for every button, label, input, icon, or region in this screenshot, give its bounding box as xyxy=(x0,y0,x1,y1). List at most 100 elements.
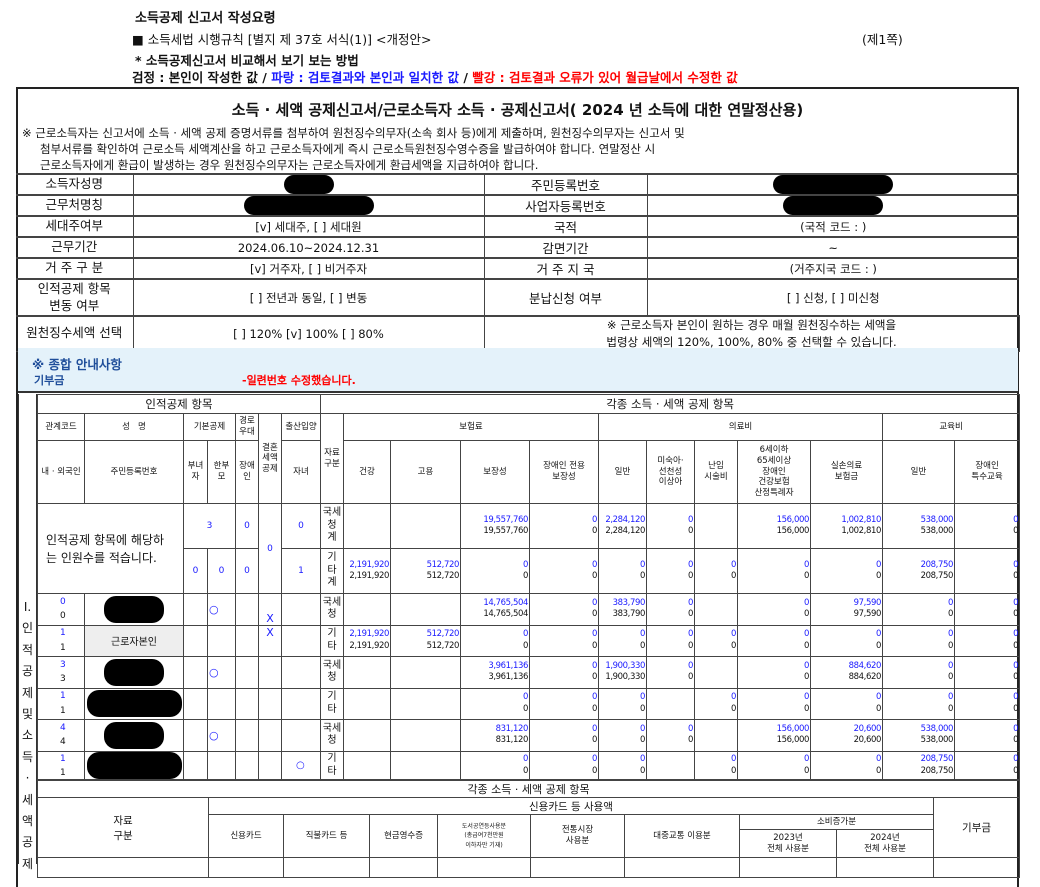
submitted-amount: 2,191,920 xyxy=(349,571,389,581)
flag-woman xyxy=(183,624,208,657)
card-header-donation: 기부금 xyxy=(932,797,1021,858)
info-row: 세대주여부 [v] 세대주, [ ] 세대원 국적 (국적 코드 : ) xyxy=(16,215,1019,238)
person-name xyxy=(84,687,184,720)
info-value: [ ] 120% [v] 100% [ ] 80% xyxy=(133,315,485,352)
card-header-credit: 신용카드 xyxy=(208,814,284,858)
submitted-amount: 0 xyxy=(803,703,809,714)
flag-child xyxy=(281,687,321,720)
amount-cell xyxy=(646,750,695,782)
header-nationality: 내 · 외국인 xyxy=(37,440,85,504)
amount-cell xyxy=(646,687,695,720)
submitted-amount: 156,000 xyxy=(776,526,810,536)
header-birth-adoption: 출산입양 xyxy=(281,413,321,441)
flag-woman xyxy=(183,719,208,752)
flag-child xyxy=(281,719,321,752)
form-title: 소득 · 세액 공제신고서/근로소득자 소득 · 공제신고서( 2024 년 소… xyxy=(231,101,804,119)
reviewed-amount: 512,720 xyxy=(426,559,460,570)
side-label-char: 적 xyxy=(21,642,34,657)
flag-disabled xyxy=(235,656,259,689)
side-label-char: · xyxy=(25,771,30,786)
reviewed-amount: 156,000 xyxy=(776,514,810,525)
amount-cell: 97,590 97,590 xyxy=(810,593,883,626)
source-label: 국세 청 xyxy=(320,719,344,752)
info-label: 감면기간 xyxy=(484,236,648,259)
flag-child: ○ xyxy=(281,750,321,782)
person-row: 3 3 ○ 국세 청 3,961,136 3,961,136 0 0 1,900,330 1,90… xyxy=(37,656,1021,689)
reviewed-amount: 0 xyxy=(639,629,645,640)
reviewed-amount: 0 xyxy=(591,514,597,525)
flag-woman xyxy=(183,750,208,782)
submitted-amount: 0 xyxy=(1013,735,1019,746)
redacted-name xyxy=(104,658,164,686)
person-row: 4 4 ○ 국세 청 831,120 831,120 0 0 0 0 0 0 156,000 156,00… xyxy=(37,719,1021,752)
info-value: (국적 코드 : ) xyxy=(647,215,1019,238)
reviewed-amount: 0 xyxy=(947,629,953,640)
reviewed-amount: 1,002,810 xyxy=(841,514,881,525)
side-label-char: 인 xyxy=(21,621,34,636)
amount-cell xyxy=(343,656,391,689)
header-col-6: 난임 시술비 xyxy=(694,440,738,504)
amount-cell: 156,000 156,000 xyxy=(737,719,811,752)
submitted-amount: 0 xyxy=(687,640,693,651)
reviewed-amount: 0 xyxy=(803,754,809,765)
flag-single-parent xyxy=(207,624,236,657)
doc-title: 소득공제 신고서 작성요령 xyxy=(135,11,276,26)
reviewed-amount: 0 xyxy=(730,629,736,640)
card-cell xyxy=(369,857,438,878)
header-relation-code: 관계코드 xyxy=(37,413,85,441)
taxpayer-info-table: 소득자성명 주민등록번호 근무처명칭 사업자등록번호 세대주여부 [v] 세대주, [ ]… xyxy=(16,173,1020,352)
reviewed-amount: 1,900,330 xyxy=(605,660,645,671)
info-value xyxy=(647,173,1019,196)
redacted-value xyxy=(283,175,334,194)
reviewed-amount: 884,620 xyxy=(848,660,882,671)
amount-cell xyxy=(390,656,461,689)
info-row: 근무처명칭 사업자등록번호 xyxy=(16,194,1019,217)
card-header-group: 신용카드 등 사용액 xyxy=(208,797,934,815)
flag-woman xyxy=(183,656,208,689)
header-col-7: 6세이하 65세이상 장애인 건강보험 산정특례자 xyxy=(737,440,811,504)
submitted-amount: 512,720 xyxy=(426,640,460,651)
reviewed-amount: 2,284,120 xyxy=(605,514,645,525)
section-side-label: I. 인 적 공 제 및 소 득 · 세 액 공 제 xyxy=(18,394,37,871)
submitted-amount: 0 xyxy=(803,640,809,651)
submitted-amount: 0 xyxy=(1013,672,1019,683)
reviewed-amount: 0 xyxy=(1013,692,1019,703)
submitted-amount: 0 xyxy=(522,640,528,651)
source-label: 기 타 xyxy=(320,624,344,657)
amount-cell: 538,000 538,000 xyxy=(882,719,955,752)
header-col-10: 장애인 특수교육 xyxy=(953,440,1021,504)
submitted-amount: 0 xyxy=(591,640,597,651)
card-header-2023: 2023년 전체 사용분 xyxy=(739,829,837,858)
reviewed-amount: 3,961,136 xyxy=(488,660,528,671)
reviewed-amount: 383,790 xyxy=(612,597,646,608)
card-cell xyxy=(283,857,370,878)
reviewed-amount: 0 xyxy=(947,692,953,703)
reviewed-amount: 156,000 xyxy=(776,723,810,734)
guide-item-message: -일련번호 수정했습니다. xyxy=(242,374,356,387)
marriage-flag xyxy=(258,687,282,720)
submitted-amount: 0 xyxy=(730,703,736,714)
reviewed-amount: 0 xyxy=(591,692,597,703)
info-row: 거 주 구 분 [v] 거주자, [ ] 비거주자 거 주 지 국 (거주지국 코드 … xyxy=(16,257,1019,280)
submitted-amount: 2,191,920 xyxy=(349,640,389,651)
amount-cell: 2,191,920 2,191,920 xyxy=(343,548,391,594)
reviewed-amount: 0 xyxy=(591,723,597,734)
submitted-amount: 14,765,504 xyxy=(483,609,528,620)
summary-instruction: 인적공제 항목에 해당하 는 인원수를 적습니다. xyxy=(37,503,184,594)
reviewed-amount: 0 xyxy=(875,692,881,703)
info-label: 거 주 구 분 xyxy=(16,257,134,280)
amount-cell: 884,620 884,620 xyxy=(810,656,883,689)
reviewed-amount: 0 xyxy=(1013,723,1019,734)
submitted-amount: 0 xyxy=(947,609,953,620)
info-value: ~ xyxy=(647,236,1019,259)
marriage-flag: X xyxy=(258,624,282,657)
submitted-amount: 0 xyxy=(1013,765,1019,776)
